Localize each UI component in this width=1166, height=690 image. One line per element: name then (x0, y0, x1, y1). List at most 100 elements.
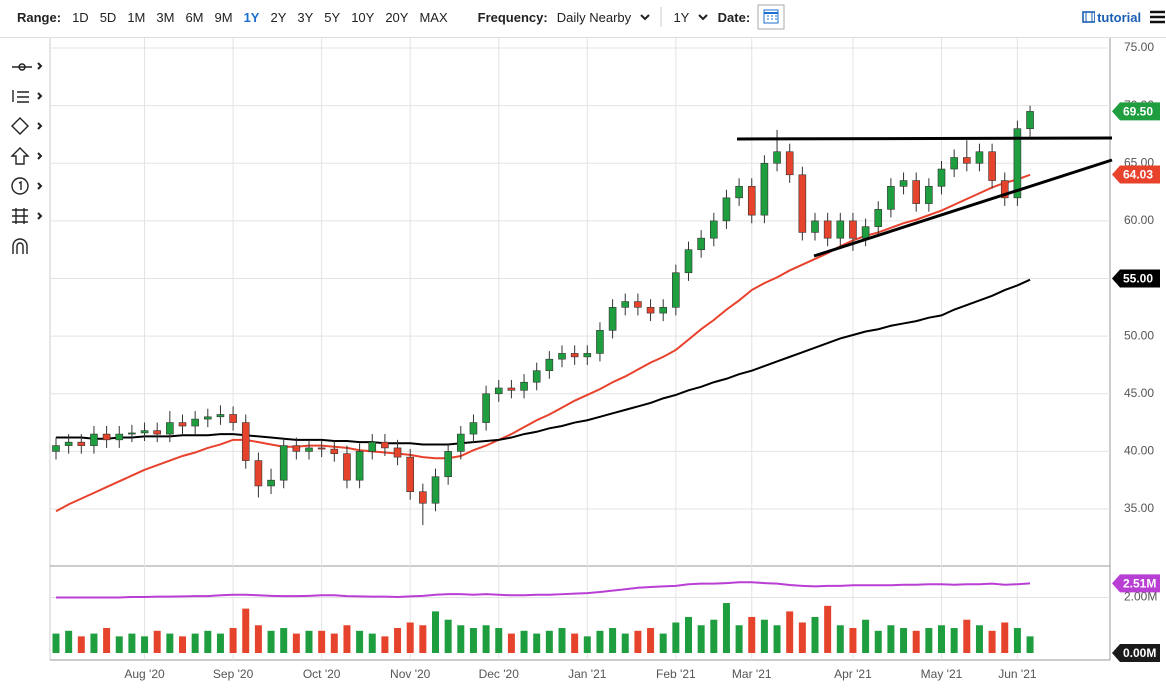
tool-icon[interactable] (11, 177, 29, 195)
divider (660, 7, 662, 27)
volume-bar (65, 630, 73, 653)
candle-body (153, 430, 161, 435)
volume-bar (305, 630, 313, 653)
candle-body (115, 433, 124, 441)
candle-body (950, 157, 958, 170)
frequency-select[interactable]: Daily Nearby (556, 9, 632, 25)
range-label: Range: (17, 9, 62, 25)
moving-average-line (56, 278, 1031, 446)
candle-body (368, 441, 377, 452)
candle-body (343, 453, 351, 481)
range-button[interactable]: 9M (214, 9, 233, 25)
candle-body (899, 180, 908, 187)
range-button[interactable]: 5Y (324, 9, 341, 25)
candle-body (393, 447, 402, 458)
volume-bar (533, 633, 541, 653)
volume-bar (571, 633, 579, 653)
candle-body (697, 237, 705, 250)
period-select[interactable]: 1Y (673, 9, 690, 25)
range-button[interactable]: 2Y (270, 9, 287, 25)
volume-bar (229, 628, 237, 653)
chevron (640, 14, 650, 21)
candle-body (216, 414, 225, 418)
volume-bar (685, 616, 692, 653)
range-button[interactable]: 1M (127, 9, 146, 25)
volume-bar (495, 628, 503, 653)
volume-bar (115, 636, 123, 653)
candle-body (773, 151, 781, 164)
volume-bar (90, 633, 98, 653)
y-tick-label: 40.00 (1124, 444, 1154, 458)
date-label: Date: (717, 9, 751, 25)
volume-bar (722, 603, 730, 653)
volume-bar (659, 633, 667, 653)
candle-body (166, 422, 174, 435)
volume-bar (394, 628, 402, 653)
range-button[interactable]: 3M (156, 9, 175, 25)
y-tick-label: 60.00 (1124, 213, 1154, 227)
tutorial-link[interactable]: tutorial (1097, 9, 1142, 25)
candle-body (545, 358, 554, 372)
tool-icon[interactable] (12, 208, 28, 224)
tool-icon[interactable] (12, 63, 32, 71)
candle-body (608, 307, 617, 331)
candle-body (849, 220, 857, 239)
tool-icon[interactable] (12, 238, 28, 254)
volume-bar (1013, 628, 1021, 653)
volume-bar (836, 625, 844, 653)
candle-body (798, 174, 807, 233)
candle-body (444, 451, 452, 478)
volume-bar (1001, 622, 1009, 653)
range-button[interactable]: 20Y (385, 9, 409, 25)
volume-bar (292, 633, 300, 653)
volume-bar (609, 628, 617, 653)
volume-bar (242, 608, 250, 653)
volume-bar (318, 630, 326, 653)
menu-button[interactable] (1147, 7, 1166, 27)
x-tick-label: Jan '21 (568, 667, 607, 681)
candle-body (672, 272, 680, 308)
candle-body (861, 226, 870, 239)
price-tag-label: 55.00 (1123, 272, 1153, 286)
candle-body (558, 353, 566, 360)
drawing-tools (10, 62, 43, 254)
range-button[interactable]: 5D (99, 9, 117, 25)
tool-icon[interactable] (10, 147, 30, 165)
range-button[interactable]: 3Y (297, 9, 314, 25)
volume-bar (900, 628, 908, 653)
price-tag (1112, 574, 1160, 593)
tool-icon[interactable] (12, 90, 29, 103)
y-tick-label: 35.00 (1124, 501, 1154, 515)
price-tag-label: 69.50 (1123, 105, 1153, 119)
volume-bar (153, 630, 161, 653)
range-button[interactable]: 1Y (243, 9, 260, 25)
volume-bar (216, 633, 224, 653)
resistance-line (736, 136, 1113, 141)
range-button[interactable]: 10Y (351, 9, 375, 25)
price-tag (1112, 165, 1160, 184)
price-tag (1112, 102, 1160, 121)
axes: 35.0040.0045.0050.0055.0060.0065.0070.00… (124, 40, 1160, 681)
volume-bar (760, 619, 768, 653)
candle-body (925, 186, 933, 204)
volume-bar (647, 628, 655, 653)
volume-bar (697, 625, 705, 653)
candle-body (90, 433, 98, 446)
y-tick-label: 75.00 (1124, 40, 1154, 54)
candle-body (330, 448, 339, 454)
x-tick-label: Sep '20 (213, 667, 254, 681)
calendar-button[interactable] (756, 4, 785, 30)
chevron (698, 14, 709, 21)
tool-icon[interactable] (11, 117, 29, 135)
x-tick-label: Aug '20 (124, 667, 165, 681)
range-button[interactable]: 1D (72, 9, 89, 25)
candles (52, 105, 1034, 526)
volume-bar (773, 625, 781, 653)
range-button[interactable]: MAX (419, 9, 448, 25)
range-button[interactable]: 6M (185, 9, 204, 25)
price-tag-label: 64.03 (1123, 168, 1153, 182)
volume-bar (887, 625, 895, 653)
volume-bar (330, 633, 338, 653)
